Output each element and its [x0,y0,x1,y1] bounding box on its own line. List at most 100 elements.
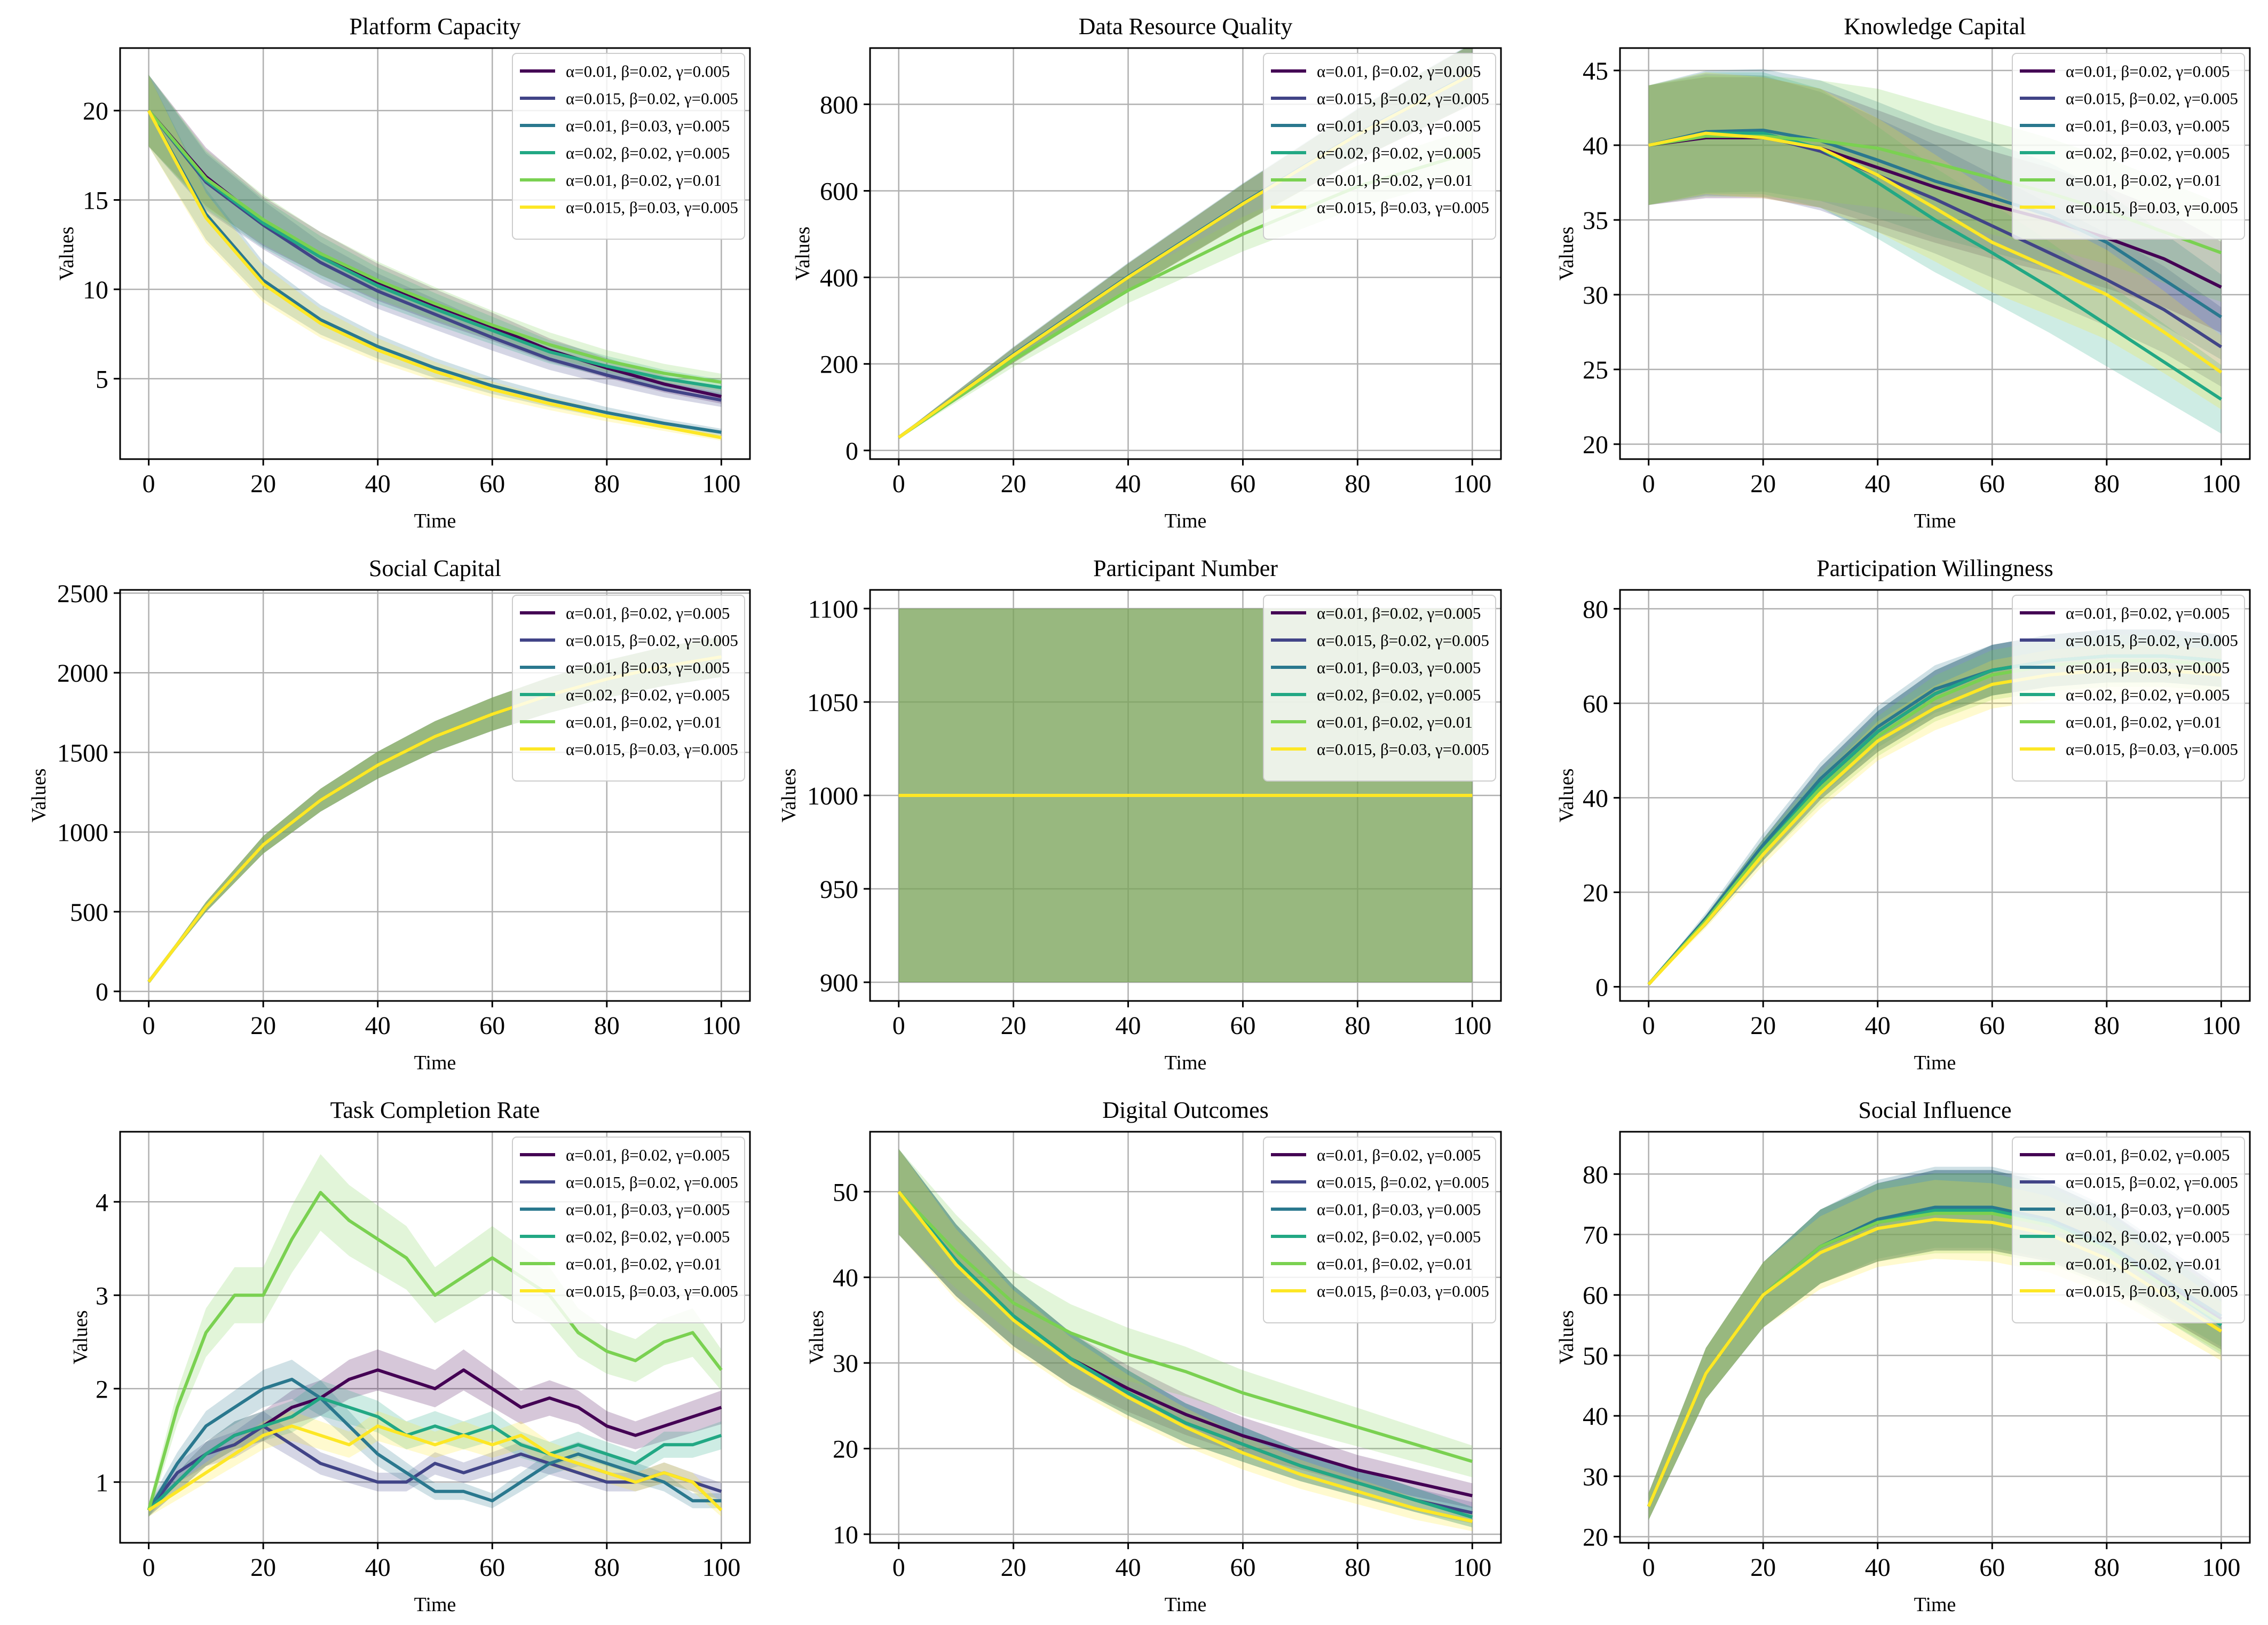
legend-entry: α=0.015, β=0.02, γ=0.005 [1317,1173,1489,1192]
x-tick-label: 0 [143,1553,155,1582]
y-axis-label: Values [1555,1310,1578,1364]
y-axis-label: Values [792,226,814,280]
legend-entry: α=0.015, β=0.02, γ=0.005 [566,631,738,650]
y-tick-label: 800 [820,91,858,119]
x-tick-label: 40 [365,470,391,498]
legend-entry: α=0.015, β=0.03, γ=0.005 [566,740,738,759]
y-tick-label: 80 [1583,595,1608,624]
y-tick-label: 80 [1583,1161,1608,1189]
x-tick-label: 40 [1865,1553,1891,1582]
legend-entry: α=0.01, β=0.02, γ=0.005 [1317,1146,1481,1164]
y-tick-label: 40 [833,1264,858,1292]
x-tick-label: 0 [1642,1553,1655,1582]
legend-entry: α=0.015, β=0.03, γ=0.005 [1317,740,1489,759]
y-tick-label: 50 [1583,1342,1608,1370]
plot-area [147,1154,723,1517]
y-tick-label: 40 [1583,784,1608,812]
axes-frame [1619,1131,2251,1544]
legend-entry: α=0.02, β=0.02, γ=0.005 [1317,1227,1481,1246]
line-series-2 [147,1424,722,1511]
y-axis-label: Values [28,768,50,822]
chart-digital-outcomes: 0 20 40 60 80 100 10 20 30 40 50 Digital Outcomes Ti… [805,1097,1502,1616]
y-tick-label: 15 [83,187,108,215]
x-tick-label: 60 [1979,1553,2005,1582]
legend: α=0.01, β=0.02, γ=0.005 α=0.015, β=0.02, … [512,595,745,782]
x-tick-label: 40 [365,1012,391,1040]
x-tick-label: 60 [1979,470,2005,498]
y-tick-label: 40 [1583,132,1608,160]
y-axis-label: Values [69,1310,92,1364]
legend-entry: α=0.02, β=0.02, γ=0.005 [566,685,730,704]
legend-entry: α=0.015, β=0.02, γ=0.005 [2066,89,2238,108]
legend-entry: α=0.015, β=0.02, γ=0.005 [566,89,738,108]
y-tick-label: 2000 [57,659,108,688]
legend-box [512,595,745,782]
axes-frame [1619,589,2251,1002]
y-axis-label: Values [1555,768,1578,822]
x-axis-label: Time [1914,510,1956,532]
band-series-1 [148,75,722,404]
legend-entry: α=0.01, β=0.03, γ=0.005 [2066,116,2230,135]
y-axis-label: Values [56,226,78,280]
legend-box [512,53,745,240]
line-series-4 [897,1190,1473,1519]
band-series-1 [898,1149,1473,1508]
legend: α=0.01, β=0.02, γ=0.005 α=0.015, β=0.02, … [2012,595,2245,782]
legend-entry: α=0.02, β=0.02, γ=0.005 [566,1227,730,1246]
chart-participant-number: 0 20 40 60 80 100 900 950 1000 1050 1100 Participan… [778,555,1502,1074]
chart-knowledge-capital: 0 20 40 60 80 100 20 25 30 35 40 45 Knowledge Capita… [1555,13,2251,532]
x-tick-label: 20 [1001,1553,1026,1582]
band-series-3 [898,1149,1473,1528]
legend-entry: α=0.01, β=0.02, γ=0.005 [566,62,730,81]
band-series-1 [148,1349,722,1517]
legend-entry: α=0.01, β=0.02, γ=0.005 [2066,1146,2230,1164]
x-tick-label: 20 [1750,470,1776,498]
x-tick-label: 40 [1116,1553,1141,1582]
x-axis-label: Time [1914,1594,1956,1616]
band-series-6 [148,1411,722,1517]
legend-entry: α=0.01, β=0.02, γ=0.01 [566,713,722,731]
legend-entry: α=0.01, β=0.03, γ=0.005 [566,116,730,135]
x-tick-label: 100 [702,1553,740,1582]
legend: α=0.01, β=0.02, γ=0.005 α=0.015, β=0.02, … [2012,53,2245,240]
line-series-6 [147,109,722,439]
line-series-6 [897,1190,1473,1523]
band-series-2 [1648,74,2222,387]
chart-social-influence: 0 20 40 60 80 100 20 30 40 50 60 70 80 Social Influen… [1555,1097,2251,1616]
y-tick-label: 20 [1583,431,1608,459]
x-tick-label: 60 [1230,1012,1255,1040]
x-tick-label: 20 [250,1553,276,1582]
legend-entry: α=0.01, β=0.03, γ=0.005 [1317,658,1481,677]
x-axis-label: Time [1165,510,1207,532]
y-tick-label: 3 [96,1282,108,1310]
legend: α=0.01, β=0.02, γ=0.005 α=0.015, β=0.02, … [2012,1137,2245,1323]
line-series-3 [147,109,722,434]
plot-area [897,1149,1473,1532]
axes-frame [119,47,751,460]
x-tick-label: 40 [1865,1012,1891,1040]
legend-entry: α=0.01, β=0.03, γ=0.005 [2066,1200,2230,1219]
x-tick-label: 100 [702,1012,740,1040]
y-tick-label: 10 [833,1521,858,1549]
band-series-6 [898,1149,1473,1532]
x-tick-label: 40 [1865,470,1891,498]
x-tick-label: 0 [143,470,155,498]
chart-title: Social Capital [369,555,501,581]
x-tick-label: 100 [1453,470,1491,498]
x-tick-label: 0 [892,1553,905,1582]
x-tick-label: 20 [250,470,276,498]
y-tick-label: 600 [820,177,858,206]
legend-entry: α=0.02, β=0.02, γ=0.005 [566,144,730,162]
plot-area [147,75,722,441]
y-tick-label: 10 [83,276,108,304]
legend-entry: α=0.01, β=0.02, γ=0.01 [2066,171,2222,190]
y-tick-label: 50 [833,1178,858,1206]
x-tick-label: 20 [1001,1012,1026,1040]
legend-entry: α=0.01, β=0.02, γ=0.005 [566,604,730,622]
y-tick-label: 20 [1583,1524,1608,1552]
legend-entry: α=0.015, β=0.02, γ=0.005 [2066,631,2238,650]
y-tick-label: 20 [83,97,108,125]
x-tick-label: 100 [2202,1012,2240,1040]
axes-frame [869,47,1502,460]
legend-entry: α=0.015, β=0.02, γ=0.005 [566,1173,738,1192]
